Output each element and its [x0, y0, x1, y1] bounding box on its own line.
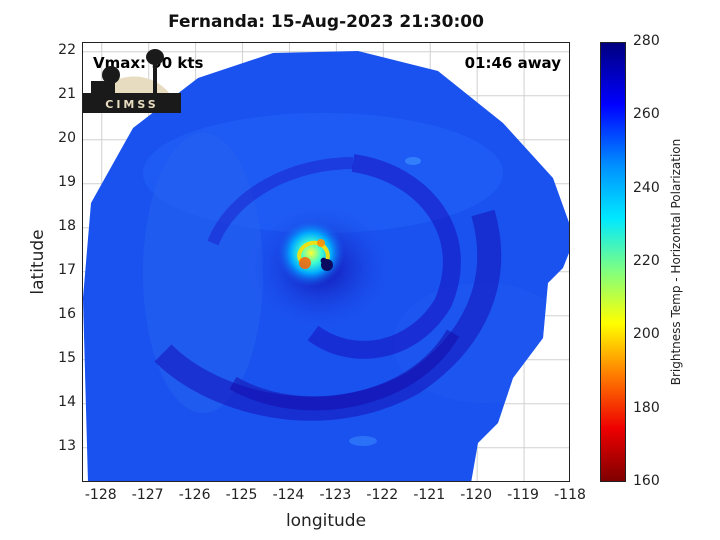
- x-tick-label: -126: [178, 487, 211, 503]
- map-plot-area: Vmax: 90 kts 01:46 away CIMSS: [82, 42, 570, 482]
- vmax-label: Vmax: 90 kts: [93, 54, 204, 72]
- y-axis-label: latitude: [28, 229, 48, 295]
- y-tick-label: 15: [58, 349, 76, 366]
- y-tick-label: 14: [58, 393, 76, 410]
- x-tick-label: -123: [319, 487, 352, 503]
- y-tick-label: 19: [58, 173, 76, 190]
- satellite-swath: [83, 43, 569, 481]
- y-tick-label: 21: [58, 85, 76, 102]
- colorbar: [600, 42, 626, 482]
- y-tick-label: 22: [58, 41, 76, 58]
- y-tick-label: 13: [58, 437, 76, 454]
- x-tick-label: -118: [554, 487, 586, 503]
- x-tick-label: -127: [131, 487, 164, 503]
- storm-eye: [320, 257, 327, 264]
- x-tick-label: -124: [272, 487, 305, 503]
- brightness-temperature-field: [83, 51, 569, 481]
- svg-text:CIMSS: CIMSS: [105, 98, 158, 111]
- x-tick-label: -128: [84, 487, 117, 503]
- y-tick-label: 16: [58, 305, 76, 322]
- x-tick-label: -121: [413, 487, 446, 503]
- x-tick-label: -125: [225, 487, 258, 503]
- y-tick-label: 17: [58, 261, 76, 278]
- colorbar-tick-label: 200: [633, 326, 660, 343]
- y-tick-label: 18: [58, 217, 76, 234]
- colorbar-tick-label: 220: [633, 253, 660, 269]
- colorbar-tick-label: 180: [633, 399, 660, 416]
- x-tick-label: -122: [366, 487, 399, 503]
- map-title: Fernanda: 15-Aug-2023 21:30:00: [168, 12, 484, 32]
- x-tick-label: -119: [507, 487, 539, 503]
- colorbar-tick-label: 240: [633, 179, 660, 196]
- time-away-label: 01:46 away: [464, 54, 561, 72]
- x-tick-label: -120: [460, 487, 493, 503]
- colorbar-label: Brightness Temp - Horizontal Polarizatio…: [669, 138, 683, 386]
- colorbar-tick-label: 280: [633, 33, 660, 49]
- colorbar-tick-label: 160: [633, 473, 660, 489]
- storm-center-marker: [320, 257, 327, 264]
- colorbar-tick-label: 260: [633, 106, 660, 123]
- cimss-logo: CIMSS: [83, 49, 181, 113]
- x-axis-label: longitude: [285, 511, 367, 531]
- y-tick-label: 20: [58, 129, 76, 146]
